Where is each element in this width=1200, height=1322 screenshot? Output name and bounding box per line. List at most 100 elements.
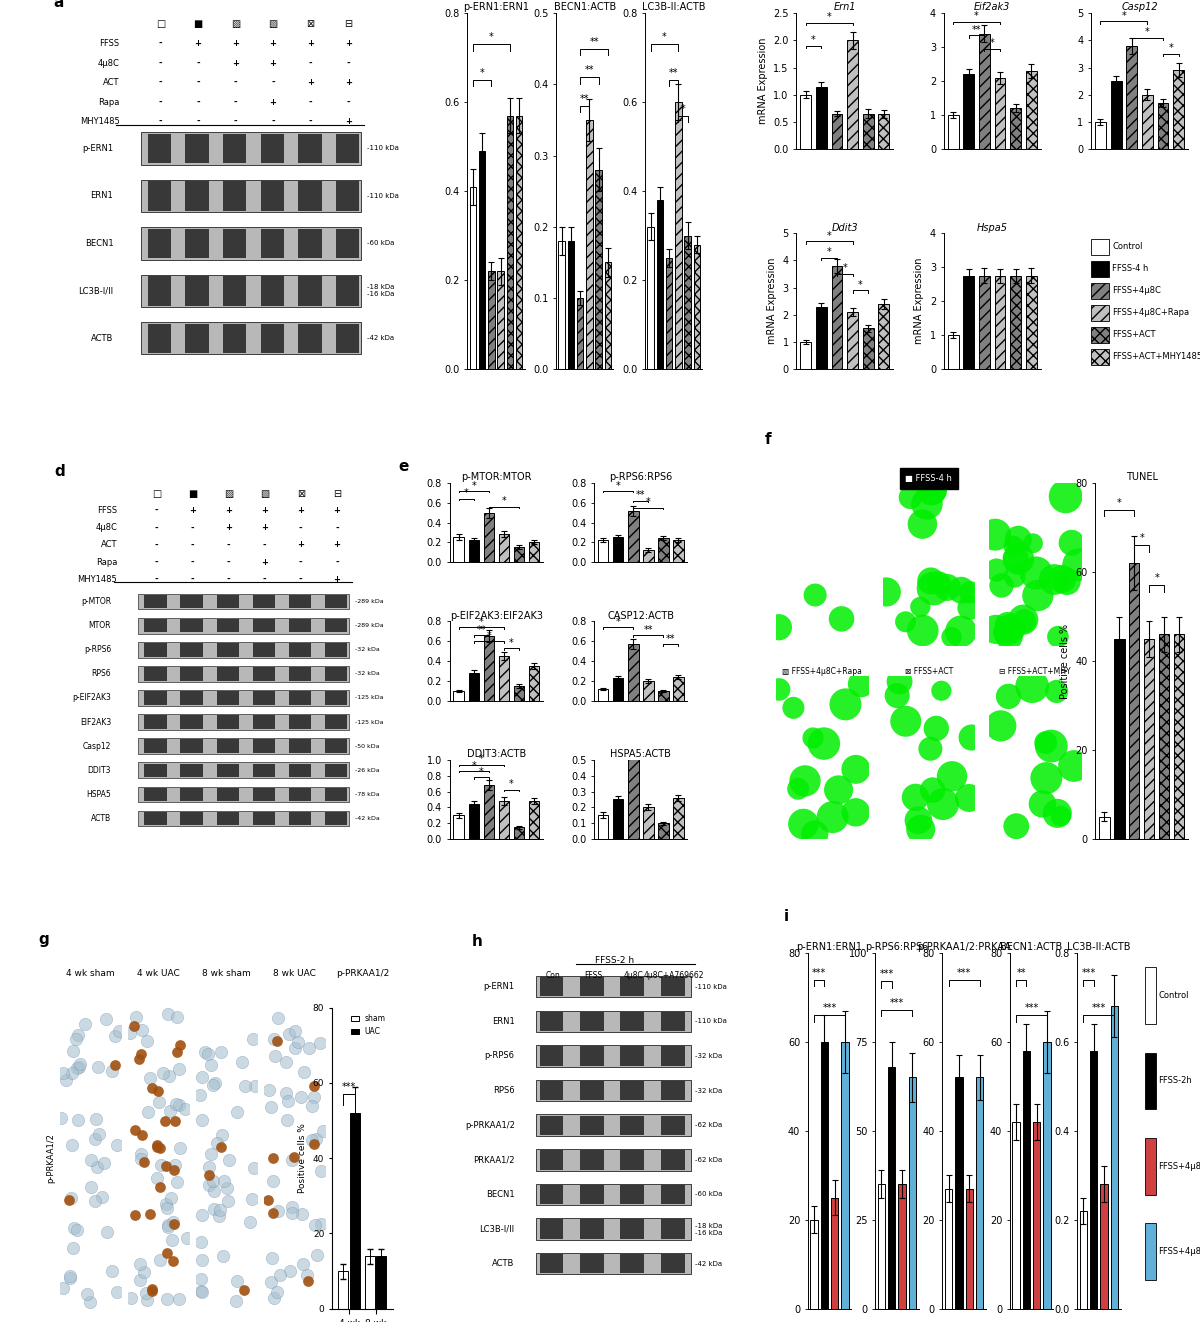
Point — [240, 1211, 259, 1232]
Point — [298, 1270, 317, 1292]
Point — [784, 697, 803, 718]
Bar — [289, 595, 311, 608]
Text: *: * — [479, 754, 484, 764]
Bar — [138, 690, 349, 706]
Text: *: * — [842, 263, 847, 274]
Bar — [298, 134, 322, 163]
Text: 4 wk UAC: 4 wk UAC — [137, 969, 180, 978]
Point — [952, 621, 971, 642]
Point — [132, 1125, 151, 1146]
Text: *: * — [990, 38, 995, 48]
Bar — [498, 801, 509, 839]
Text: ACTB: ACTB — [91, 333, 113, 342]
Bar — [144, 739, 167, 754]
Text: -: - — [196, 98, 199, 107]
Bar — [580, 1219, 604, 1239]
Bar — [223, 134, 246, 163]
Text: 4μ8C+A769662: 4μ8C+A769662 — [643, 970, 704, 980]
Point — [296, 1265, 316, 1286]
Point — [962, 727, 982, 748]
Bar — [587, 120, 593, 369]
Bar — [1013, 1122, 1020, 1309]
Point — [138, 1101, 157, 1122]
Point — [168, 1171, 187, 1192]
Text: FFSS-2 h: FFSS-2 h — [595, 956, 634, 965]
Bar — [253, 788, 275, 801]
Text: **: ** — [666, 633, 676, 644]
Bar — [620, 1046, 644, 1066]
Bar — [841, 1042, 848, 1309]
Bar — [1044, 1042, 1051, 1309]
Bar — [325, 691, 348, 705]
Text: *: * — [646, 497, 650, 508]
Bar — [138, 642, 349, 657]
Text: Rapa: Rapa — [98, 98, 120, 107]
Bar — [144, 691, 167, 705]
Point — [1045, 568, 1064, 590]
Point — [286, 1038, 305, 1059]
Point — [1062, 533, 1081, 554]
Point — [805, 584, 824, 605]
Bar — [620, 1011, 644, 1031]
FancyBboxPatch shape — [1091, 260, 1109, 278]
Bar — [484, 785, 494, 839]
Text: -: - — [155, 541, 158, 550]
Text: *: * — [974, 11, 979, 21]
Point — [196, 1042, 215, 1063]
Point — [205, 1072, 224, 1093]
Bar — [148, 276, 172, 305]
Point — [109, 1021, 128, 1042]
Point — [132, 1043, 151, 1064]
Text: -: - — [271, 118, 275, 127]
Text: -60 kDa: -60 kDa — [367, 241, 395, 246]
Bar — [180, 715, 203, 728]
Title: p-ERN1:ERN1: p-ERN1:ERN1 — [463, 3, 529, 12]
Point — [164, 1214, 184, 1235]
Bar — [253, 739, 275, 754]
Bar — [647, 227, 654, 369]
Bar — [661, 1011, 684, 1031]
Bar — [185, 324, 209, 353]
Point — [97, 1222, 116, 1243]
Title: Ern1: Ern1 — [834, 3, 856, 12]
Bar — [580, 1011, 604, 1031]
Bar — [1111, 1006, 1118, 1309]
Bar — [605, 262, 611, 369]
Bar — [540, 977, 564, 997]
Text: -289 kDa: -289 kDa — [355, 599, 384, 604]
Bar — [620, 1219, 644, 1239]
Text: ■: ■ — [188, 489, 197, 498]
Point — [268, 1281, 287, 1302]
Text: ACTB: ACTB — [492, 1260, 515, 1268]
Bar — [620, 1116, 644, 1134]
Bar — [148, 181, 172, 210]
Point — [924, 578, 943, 599]
Text: EIF2AK3: EIF2AK3 — [80, 718, 112, 727]
Bar — [336, 276, 359, 305]
Bar — [580, 1046, 604, 1066]
Bar — [673, 677, 684, 701]
Point — [142, 1077, 161, 1099]
Text: ***: *** — [1081, 968, 1096, 978]
FancyBboxPatch shape — [1146, 1052, 1157, 1109]
Bar — [536, 1046, 690, 1067]
Text: **: ** — [589, 37, 599, 46]
Point — [829, 779, 848, 800]
Bar — [180, 691, 203, 705]
Bar — [1127, 46, 1138, 149]
Point — [166, 1154, 185, 1175]
Bar — [468, 541, 479, 562]
Title: p-MTOR:MTOR: p-MTOR:MTOR — [461, 472, 532, 483]
Point — [88, 1157, 107, 1178]
Point — [1009, 529, 1028, 550]
Point — [62, 1062, 82, 1083]
Bar — [336, 324, 359, 353]
Point — [175, 1099, 194, 1120]
Point — [160, 1066, 179, 1087]
Bar — [289, 619, 311, 632]
Bar — [216, 642, 239, 657]
Point — [804, 727, 823, 748]
Point — [276, 1051, 295, 1072]
Text: *: * — [509, 780, 514, 789]
Point — [77, 1284, 96, 1305]
